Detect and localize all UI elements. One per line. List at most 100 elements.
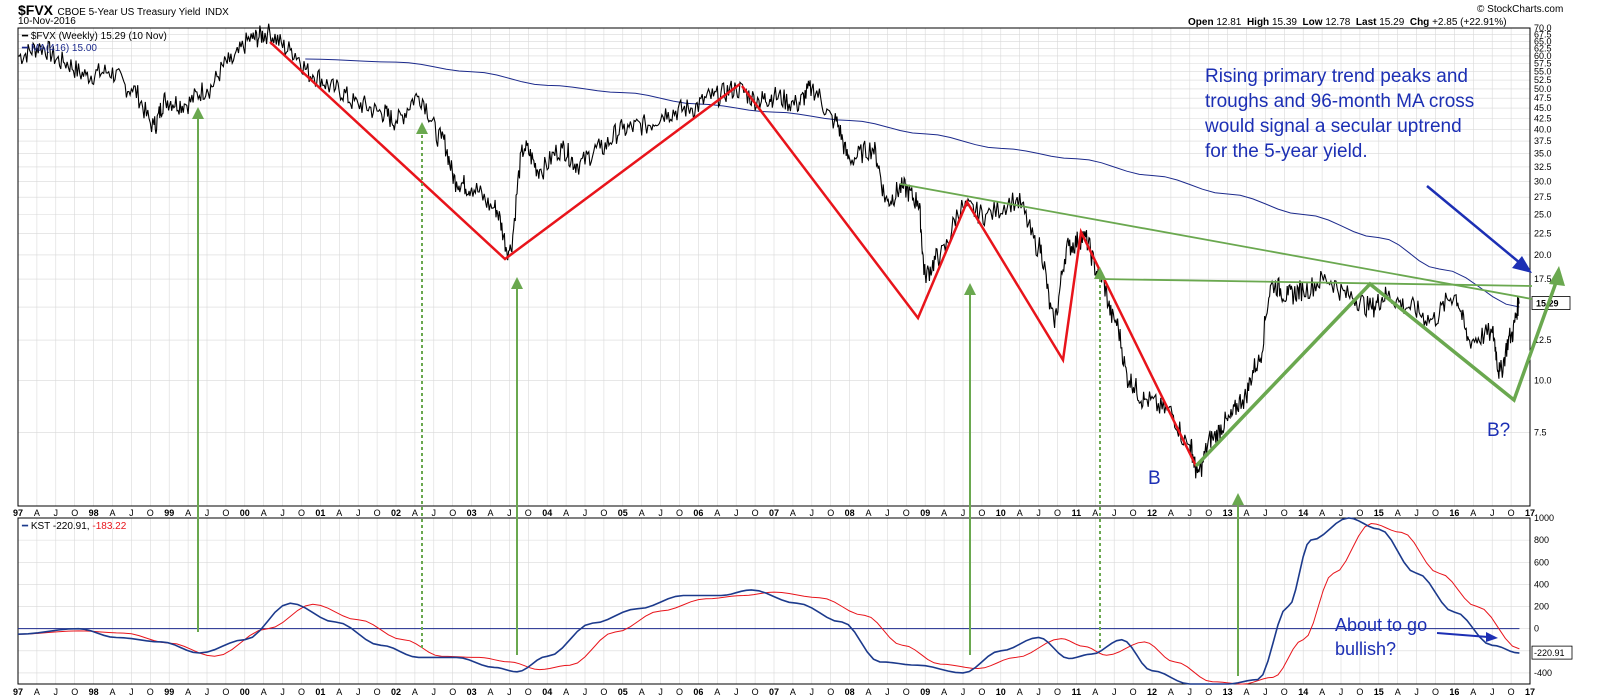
x-tick-label: J <box>658 508 663 518</box>
x-tick-label: 13 <box>1223 687 1233 697</box>
x-tick-label: A <box>1470 508 1476 518</box>
x-tick-label: O <box>222 508 229 518</box>
x-tick-label: O <box>71 687 78 697</box>
y-tick-label: 70.0 <box>1534 23 1552 33</box>
x-tick-label: 07 <box>769 508 779 518</box>
y-tick-label: 50.0 <box>1534 84 1552 94</box>
y-tick-label: 0 <box>1534 624 1539 634</box>
y-tick-label: 40.0 <box>1534 124 1552 134</box>
green-arrow-head <box>416 122 428 134</box>
blue-arrow <box>1426 185 1521 264</box>
x-tick-label: O <box>449 687 456 697</box>
x-tick-label: O <box>978 508 985 518</box>
x-tick-label: 10 <box>996 508 1006 518</box>
annotation-b: B <box>1148 468 1161 489</box>
x-tick-label: A <box>412 508 418 518</box>
x-tick-label: O <box>827 508 834 518</box>
x-tick-label: J <box>1036 508 1041 518</box>
x-tick-label: J <box>1414 687 1419 697</box>
x-tick-label: J <box>810 508 815 518</box>
x-tick-label: O <box>903 508 910 518</box>
x-tick-label: A <box>261 508 267 518</box>
x-tick-label: 04 <box>542 508 552 518</box>
x-tick-label: O <box>298 687 305 697</box>
x-tick-label: J <box>432 687 437 697</box>
annotation-kst-line-2: bullish? <box>1335 639 1397 659</box>
green-arrow-head <box>1094 267 1106 279</box>
x-tick-label: O <box>147 687 154 697</box>
x-tick-label: J <box>1112 687 1117 697</box>
annotation-line-1: Rising primary trend peaks and <box>1205 66 1468 87</box>
x-tick-label: O <box>222 687 229 697</box>
low-value: 12.78 <box>1325 17 1351 28</box>
chart-date: 10-Nov-2016 <box>18 16 76 27</box>
y-tick-label: 32.5 <box>1534 162 1552 172</box>
y-tick-label: 7.5 <box>1534 428 1547 438</box>
x-tick-label: O <box>752 508 759 518</box>
x-tick-label: 17 <box>1525 687 1535 697</box>
x-tick-label: O <box>1281 687 1288 697</box>
x-tick-label: O <box>1054 687 1061 697</box>
chart-header: $FVX CBOE 5-Year US Treasury Yield INDX <box>18 2 229 20</box>
green-arrow-head <box>192 107 204 119</box>
y-tick-label: 30.0 <box>1534 176 1552 186</box>
x-tick-label: 03 <box>467 687 477 697</box>
x-tick-label: J <box>205 508 210 518</box>
x-tick-label: A <box>1092 508 1098 518</box>
symbol: $FVX <box>18 2 54 18</box>
y-tick-label: 60.0 <box>1534 51 1552 61</box>
ma-line <box>305 58 1520 308</box>
green-arrow-head <box>511 277 523 289</box>
x-tick-label: O <box>374 508 381 518</box>
x-tick-label: 14 <box>1298 508 1308 518</box>
x-tick-label: 09 <box>920 687 930 697</box>
x-tick-label: O <box>1432 508 1439 518</box>
x-tick-label: A <box>1017 687 1023 697</box>
x-tick-label: A <box>487 508 493 518</box>
x-tick-label: A <box>1243 687 1249 697</box>
x-tick-label: O <box>600 687 607 697</box>
x-tick-label: J <box>1188 508 1193 518</box>
x-tick-label: O <box>1054 508 1061 518</box>
x-tick-label: A <box>1470 687 1476 697</box>
x-tick-label: J <box>54 508 59 518</box>
x-tick-label: A <box>790 687 796 697</box>
x-tick-label: A <box>1243 508 1249 518</box>
last-label: Last <box>1355 17 1377 28</box>
x-tick-label: 16 <box>1449 687 1459 697</box>
annotation-kst: About to go bullish? <box>1335 613 1427 661</box>
high-value: 15.39 <box>1271 17 1297 28</box>
annotation-main: Rising primary trend peaks and troughs a… <box>1205 64 1474 164</box>
x-tick-label: 99 <box>164 508 174 518</box>
y-tick-label: 47.5 <box>1534 93 1552 103</box>
x-tick-label: J <box>205 687 210 697</box>
x-tick-label: 01 <box>315 687 325 697</box>
price-panel-border <box>17 27 1531 507</box>
x-tick-label: 16 <box>1449 508 1459 518</box>
x-tick-label: 00 <box>240 508 250 518</box>
ohlc-readout: Open 12.81 High 15.39 Low 12.78 Last 15.… <box>1188 17 1507 28</box>
x-tick-label: J <box>432 508 437 518</box>
x-tick-label: 98 <box>89 508 99 518</box>
x-tick-label: O <box>1205 687 1212 697</box>
green-arrow-head <box>1232 493 1244 505</box>
green-resistance-line <box>899 183 1533 300</box>
x-tick-label: J <box>507 508 512 518</box>
price-line <box>17 23 1520 479</box>
y-tick-label: 55.0 <box>1534 67 1552 77</box>
x-tick-label: A <box>941 508 947 518</box>
annotation-line-2: troughs and 96-month MA cross <box>1205 91 1475 112</box>
y-tick-label: 57.5 <box>1534 59 1552 69</box>
x-tick-label: 08 <box>845 687 855 697</box>
x-tick-label: J <box>507 687 512 697</box>
y-tick-label: 800 <box>1534 535 1549 545</box>
x-tick-label: O <box>1130 508 1137 518</box>
annotation-line-3: would signal a secular uptrend <box>1205 116 1462 137</box>
last-kst-tag <box>1531 645 1573 660</box>
legend-price-text: $FVX (Weekly) 15.29 (10 Nov) <box>30 31 167 42</box>
y-tick-label: 52.5 <box>1534 75 1552 85</box>
green-uptrend-arrow-head <box>1549 266 1565 286</box>
x-tick-label: J <box>1490 687 1495 697</box>
red-trend-line <box>269 41 741 261</box>
x-tick-label: 11 <box>1072 508 1082 518</box>
